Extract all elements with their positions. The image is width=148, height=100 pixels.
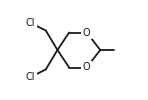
Text: Cl: Cl (25, 72, 35, 82)
Text: O: O (83, 28, 90, 38)
Text: Cl: Cl (25, 18, 35, 28)
Text: O: O (83, 62, 90, 72)
